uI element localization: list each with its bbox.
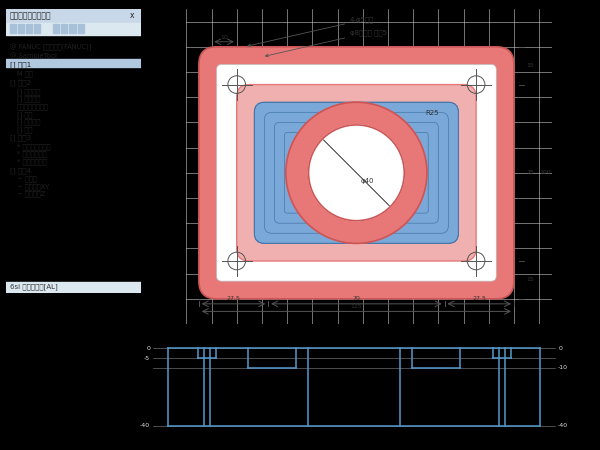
Text: M 形状: M 形状 (17, 70, 32, 76)
Text: 70: 70 (352, 296, 361, 301)
Bar (6, 9, 141, 22)
Text: [] ポケット: [] ポケット (17, 95, 40, 102)
Bar (26, 24, 32, 33)
Text: ~ スロープZ: ~ スロープZ (17, 191, 45, 198)
Text: * 穴＜ドリル＞: * 穴＜ドリル＞ (17, 151, 46, 157)
FancyBboxPatch shape (217, 64, 496, 281)
Text: 27.5: 27.5 (472, 296, 486, 301)
Text: x: x (130, 11, 134, 20)
Text: [] 工程4: [] 工程4 (10, 167, 31, 174)
Text: 6si アルミ合金[AL]: 6si アルミ合金[AL] (10, 284, 58, 291)
Text: -40: -40 (558, 423, 568, 428)
Bar (77, 24, 83, 33)
Text: 0: 0 (146, 346, 150, 351)
Text: [] 輪郭: [] 輪郭 (17, 126, 32, 133)
Text: * 穴＜センター＞: * 穴＜センター＞ (17, 143, 50, 150)
Text: ~ 等高線: ~ 等高線 (17, 176, 37, 182)
Bar (6, 59, 141, 67)
Text: [] 工程3: [] 工程3 (10, 135, 31, 141)
Bar (6, 282, 141, 292)
Circle shape (308, 125, 404, 220)
Text: オープンポケット: オープンポケット (17, 103, 49, 110)
Bar (61, 24, 67, 33)
Text: [] ポケット: [] ポケット (17, 118, 40, 125)
Text: @ SampleTool: @ SampleTool (10, 52, 57, 59)
Text: 75: 75 (527, 170, 535, 176)
Bar (70, 24, 76, 33)
Text: 125: 125 (350, 304, 362, 310)
Text: φ8ザグリ 深さ5: φ8ザグリ 深さ5 (266, 29, 387, 57)
Bar (6, 22, 141, 35)
Bar (53, 24, 59, 33)
Text: 27.5: 27.5 (227, 296, 241, 301)
Bar (34, 24, 40, 33)
Text: -40: -40 (140, 423, 150, 428)
Text: 0: 0 (558, 346, 562, 351)
Text: [] ポケット: [] ポケット (17, 88, 40, 94)
Text: -10: -10 (558, 365, 568, 370)
FancyBboxPatch shape (236, 85, 476, 261)
Text: -5: -5 (144, 356, 150, 360)
FancyBboxPatch shape (199, 47, 514, 299)
Text: [] 工程1: [] 工程1 (10, 62, 31, 68)
Text: ~ スロープXY: ~ スロープXY (17, 183, 49, 190)
Text: φ40: φ40 (360, 178, 374, 184)
Bar (10, 24, 16, 33)
Bar (18, 24, 24, 33)
Text: 15: 15 (527, 277, 534, 283)
Text: [] 輪郭: [] 輪郭 (17, 111, 32, 117)
Text: 15: 15 (527, 63, 534, 68)
Text: 10: 10 (220, 35, 228, 40)
Text: ミルプロセスツリー: ミルプロセスツリー (10, 11, 52, 20)
Text: R25: R25 (426, 110, 439, 116)
Circle shape (286, 102, 427, 243)
Text: @ FANUC [サンプル(FANUC)]: @ FANUC [サンプル(FANUC)] (10, 43, 91, 50)
Text: 100: 100 (539, 170, 551, 176)
Text: 4-φ5貫通: 4-φ5貫通 (248, 17, 374, 47)
Text: * 穴＜タップ＞: * 穴＜タップ＞ (17, 158, 46, 165)
Text: [] 工程2: [] 工程2 (10, 79, 31, 86)
FancyBboxPatch shape (254, 102, 458, 243)
